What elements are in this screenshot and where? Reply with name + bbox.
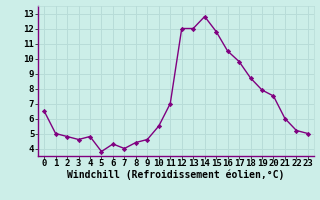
X-axis label: Windchill (Refroidissement éolien,°C): Windchill (Refroidissement éolien,°C) xyxy=(67,169,285,180)
